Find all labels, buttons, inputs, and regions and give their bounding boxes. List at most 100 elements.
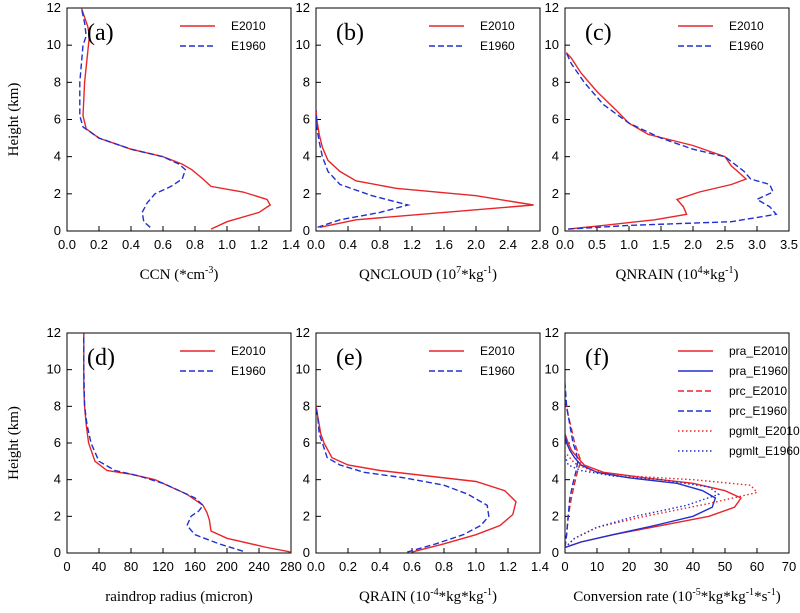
y-tick-label: 12 xyxy=(545,325,559,340)
series-line-pgmlt-e1960 xyxy=(565,455,721,549)
y-tick-label: 10 xyxy=(296,37,310,52)
y-tick-label: 2 xyxy=(303,186,310,201)
x-tick-label: 70 xyxy=(782,559,796,574)
y-axis-label: Height (km) xyxy=(6,406,22,480)
x-tick-label: 0.4 xyxy=(371,559,389,574)
legend-label: E1960 xyxy=(480,39,515,53)
y-tick-label: 6 xyxy=(303,435,310,450)
x-axis-label: CCN (*cm-3) xyxy=(140,265,219,283)
y-tick-label: 2 xyxy=(54,186,61,201)
y-tick-label: 6 xyxy=(303,112,310,127)
x-axis-label: QNCLOUD (107*kg-1) xyxy=(359,265,497,283)
x-tick-label: 120 xyxy=(152,559,174,574)
y-tick-label: 0 xyxy=(54,545,61,560)
series-line-e2010 xyxy=(80,8,272,230)
series-line-e1960 xyxy=(565,52,778,230)
x-tick-label: 200 xyxy=(216,559,238,574)
x-tick-label: 2.0 xyxy=(684,237,702,252)
y-tick-label: 12 xyxy=(47,325,61,340)
x-axis-label: Conversion rate (10-5*kg*kg-1*s-1) xyxy=(573,587,781,605)
x-tick-label: 2.4 xyxy=(499,237,517,252)
series-line-prc-e1960 xyxy=(565,382,579,548)
panel-f: 0 10 20 30 40 50 60 70 0 2 4 6 8 10 12 Conversion rate … xyxy=(545,325,800,605)
series-line-e2010 xyxy=(316,110,534,228)
y-tick-label: 4 xyxy=(303,472,310,487)
series-line-e2010 xyxy=(565,52,748,230)
x-tick-label: 0.4 xyxy=(339,237,357,252)
x-tick-label: 1.4 xyxy=(282,237,300,252)
x-tick-label: 1.0 xyxy=(620,237,638,252)
y-tick-label: 2 xyxy=(303,508,310,523)
x-tick-label: 1.2 xyxy=(499,559,517,574)
y-tick-label: 0 xyxy=(552,223,559,238)
y-tick-label: 10 xyxy=(47,37,61,52)
panel-d: 0 40 80 120 160 200 240 280 0 2 4 6 8 10 12 raindrop ra… xyxy=(6,325,302,605)
legend-label: prc_E2010 xyxy=(729,384,787,398)
x-tick-label: 0 xyxy=(561,559,568,574)
legend-label: E2010 xyxy=(729,19,764,33)
y-tick-label: 4 xyxy=(54,472,61,487)
panel-label: (c) xyxy=(585,20,612,46)
y-tick-label: 8 xyxy=(54,74,61,89)
x-tick-label: 280 xyxy=(280,559,302,574)
x-tick-label: 40 xyxy=(92,559,106,574)
x-tick-label: 0.5 xyxy=(588,237,606,252)
panel-label: (d) xyxy=(87,345,115,371)
x-tick-label: 0.8 xyxy=(371,237,389,252)
y-tick-label: 8 xyxy=(552,398,559,413)
series-line-e1960 xyxy=(316,406,490,553)
y-tick-label: 0 xyxy=(303,545,310,560)
panel-b: 0.0 0.4 0.8 1.2 1.6 2.0 2.4 2.8 0 2 4 6 8 10 12 QNCLOUD… xyxy=(296,0,550,283)
x-tick-label: 1.0 xyxy=(467,559,485,574)
x-tick-label: 3.5 xyxy=(780,237,798,252)
x-tick-label: 10 xyxy=(590,559,604,574)
y-tick-label: 2 xyxy=(552,186,559,201)
series-line-e1960 xyxy=(79,8,187,228)
legend-label: E2010 xyxy=(231,19,266,33)
x-tick-label: 0.2 xyxy=(339,559,357,574)
panel-label: (e) xyxy=(336,345,363,371)
legend-label: E2010 xyxy=(480,344,515,358)
x-tick-label: 160 xyxy=(184,559,206,574)
x-tick-label: 0.8 xyxy=(435,559,453,574)
y-tick-label: 10 xyxy=(47,362,61,377)
y-tick-label: 0 xyxy=(54,223,61,238)
y-tick-label: 8 xyxy=(54,398,61,413)
legend-label: E1960 xyxy=(231,39,266,53)
legend-label: prc_E1960 xyxy=(729,404,787,418)
x-tick-label: 50 xyxy=(718,559,732,574)
x-tick-label: 0.4 xyxy=(122,237,140,252)
y-tick-label: 4 xyxy=(552,472,559,487)
y-tick-label: 8 xyxy=(303,398,310,413)
x-axis-label: QRAIN (10-4*kg*kg-1) xyxy=(359,587,497,605)
legend-label: pra_E1960 xyxy=(729,364,788,378)
series-line-pgmlt-e2010 xyxy=(565,451,759,549)
panel-a: 0.0 0.2 0.4 0.6 0.8 1.0 1.2 1.4 0 2 4 6 8 10 12 CCN (*c… xyxy=(6,0,300,283)
y-tick-label: 12 xyxy=(545,0,559,15)
x-tick-label: 2.0 xyxy=(467,237,485,252)
x-axis-label: QNRAIN (104*kg-1) xyxy=(616,265,739,283)
x-tick-label: 0 xyxy=(63,559,70,574)
y-tick-label: 4 xyxy=(552,149,559,164)
y-tick-label: 12 xyxy=(296,0,310,15)
legend-label: pgmlt_E1960 xyxy=(729,444,800,458)
y-tick-label: 2 xyxy=(552,508,559,523)
y-tick-label: 4 xyxy=(54,149,61,164)
series-line-e2010 xyxy=(316,406,517,553)
series-line-pra-e1960 xyxy=(565,433,717,549)
x-tick-label: 240 xyxy=(248,559,270,574)
y-tick-label: 4 xyxy=(303,149,310,164)
legend-label: E1960 xyxy=(729,39,764,53)
y-tick-label: 0 xyxy=(303,223,310,238)
x-tick-label: 2.5 xyxy=(716,237,734,252)
x-tick-label: 1.2 xyxy=(403,237,421,252)
y-tick-label: 0 xyxy=(552,545,559,560)
x-tick-label: 60 xyxy=(750,559,764,574)
y-tick-label: 8 xyxy=(303,74,310,89)
legend-label: E2010 xyxy=(231,344,266,358)
x-tick-label: 0.2 xyxy=(90,237,108,252)
series-line-e1960 xyxy=(316,110,411,228)
series-line-pra-e2010 xyxy=(565,433,743,549)
x-tick-label: 0.0 xyxy=(58,237,76,252)
